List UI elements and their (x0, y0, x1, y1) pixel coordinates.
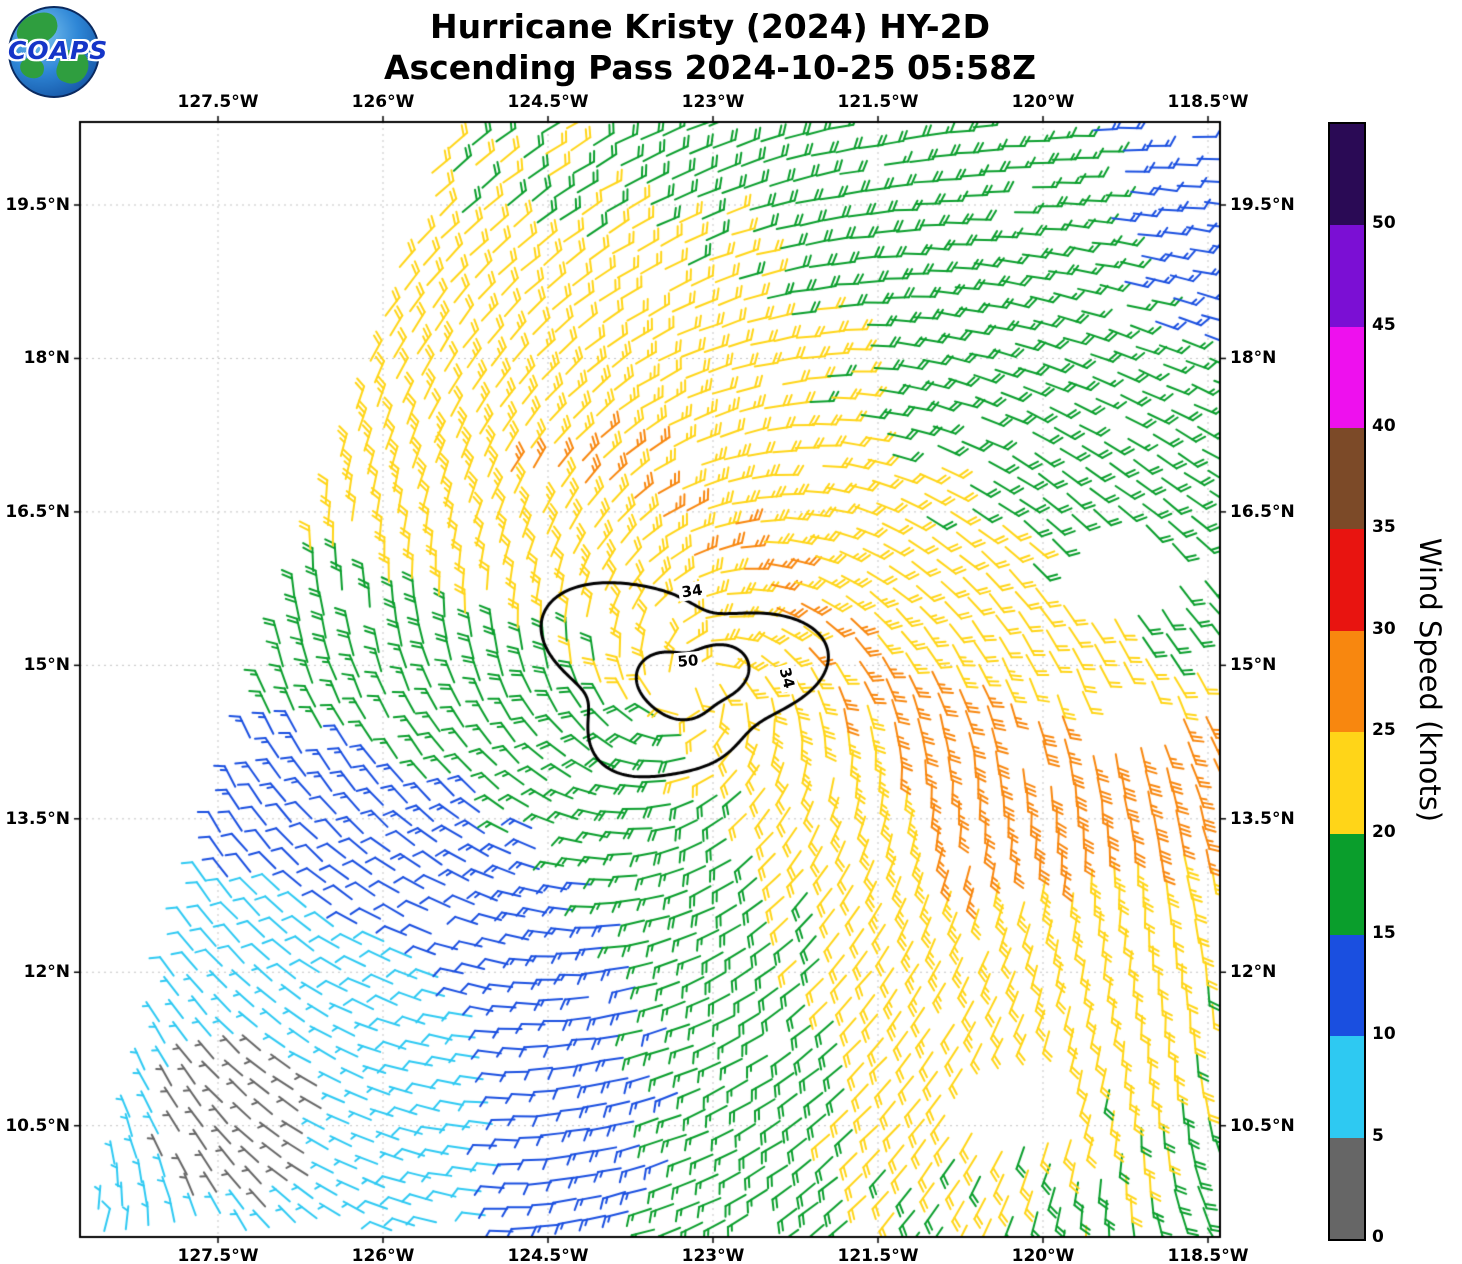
colorbar (1328, 122, 1366, 1241)
colorbar-bin-15-20 (1330, 833, 1364, 935)
colorbar-bin-35-40 (1330, 427, 1364, 530)
colorbar-bin-5-10 (1330, 1035, 1364, 1138)
colorbar-bin-10-15 (1330, 934, 1364, 1037)
colorbar-bin-45-50 (1330, 224, 1364, 327)
colorbar-bin-30-35 (1330, 528, 1364, 631)
colorbar-bin-20-25 (1330, 731, 1364, 834)
colorbar-bin-40-45 (1330, 326, 1364, 429)
colorbar-bin-25-30 (1330, 630, 1364, 733)
colorbar-bin-0-5 (1330, 1137, 1364, 1239)
colorbar-label: Wind Speed (knots) (1413, 537, 1447, 823)
colorbar-bin-50-55 (1330, 123, 1364, 226)
